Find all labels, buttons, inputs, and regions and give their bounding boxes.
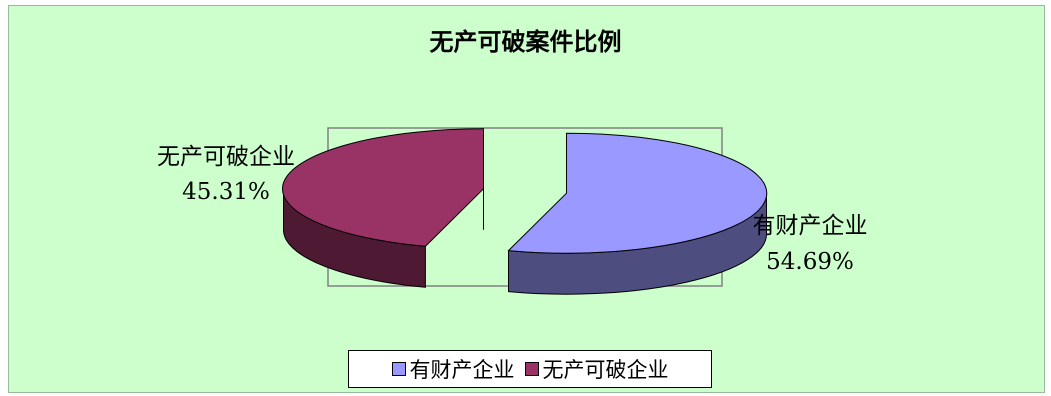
legend-swatch-无产可破企业 [524, 362, 539, 376]
legend: 有财产企业 无产可破企业 [348, 350, 712, 388]
chart-area [8, 5, 1045, 393]
data-label-name-无产可破企业: 无产可破企业 [157, 144, 295, 170]
chart-title: 无产可破案件比例 [429, 28, 622, 56]
slice-有财产企业 [507, 132, 768, 254]
legend-item-有财产企业: 有财产企业 [391, 354, 515, 384]
legend-item-无产可破企业: 无产可破企业 [524, 354, 669, 384]
slice-无产可破企业 [282, 128, 484, 247]
data-label-name-有财产企业: 有财产企业 [753, 213, 868, 239]
legend-label-无产可破企业: 无产可破企业 [542, 358, 669, 382]
legend-label-有财产企业: 有财产企业 [409, 358, 515, 382]
data-label-value-有财产企业: 54.69% [766, 249, 854, 275]
data-label-value-无产可破企业: 45.31% [182, 179, 270, 205]
legend-swatch-有财产企业 [391, 362, 406, 376]
